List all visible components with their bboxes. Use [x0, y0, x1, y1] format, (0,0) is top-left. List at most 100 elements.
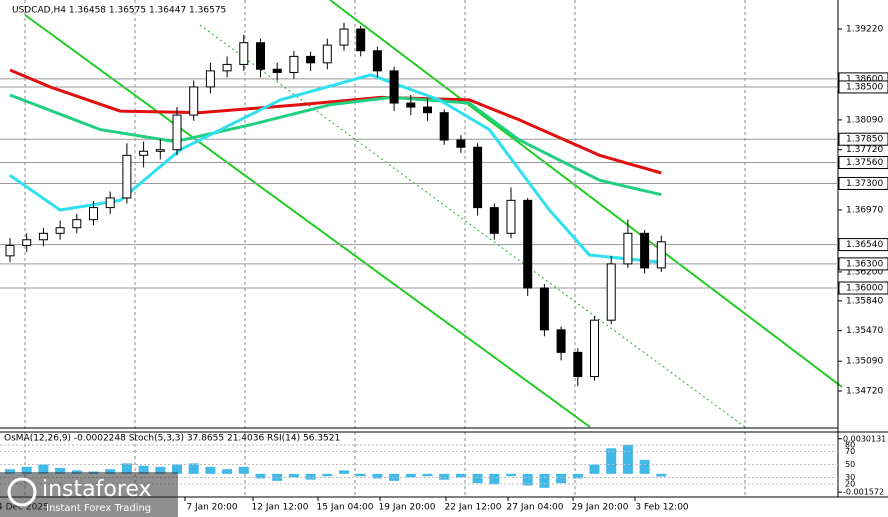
- osma-tick-label: -0.001572: [843, 488, 884, 497]
- candle-body: [389, 70, 399, 104]
- level-label: 1.36300: [846, 259, 883, 269]
- level-box: [838, 238, 888, 252]
- osma-bar: [21, 466, 32, 474]
- osma-bar: [172, 464, 182, 474]
- osc-tick-label: 70: [845, 447, 855, 456]
- y-tick-label: 1.36970: [846, 206, 883, 216]
- watermark: instaforex Instant Forex Trading: [0, 472, 178, 517]
- osma-bar: [422, 473, 433, 477]
- y-tick-label: 1.35090: [846, 357, 883, 367]
- candle-body: [139, 150, 149, 156]
- x-tick-label: 12 Jan 12:00: [252, 503, 309, 513]
- osma-bar: [222, 469, 233, 474]
- candle-body: [306, 55, 316, 64]
- moving-average: [9, 68, 662, 175]
- level-label: 1.38500: [846, 82, 883, 92]
- candle-body: [406, 102, 416, 108]
- candle-body: [38, 232, 48, 241]
- osma-bar: [155, 466, 166, 474]
- osma-bar: [105, 469, 116, 474]
- osma-bar: [656, 473, 667, 477]
- osc-tick-label: 30: [845, 473, 855, 482]
- candle-body: [656, 241, 666, 269]
- level-label: 1.36540: [846, 240, 883, 250]
- osma-bar: [188, 463, 199, 474]
- candle-body: [439, 112, 449, 141]
- osc-tick-label: 80: [845, 441, 855, 450]
- level-box: [838, 156, 888, 170]
- candle-body: [222, 63, 232, 72]
- level-label: 1.37850: [846, 135, 883, 145]
- x-tick-label: 19 Jan 20:00: [379, 503, 436, 513]
- watermark-box: [0, 472, 178, 517]
- candle-body: [122, 154, 132, 199]
- osma-bar: [539, 473, 550, 488]
- osma-bar: [355, 473, 366, 477]
- x-tick-label: 7 Jan 20:00: [186, 503, 238, 513]
- osma-bar: [556, 473, 567, 484]
- candle-body: [473, 146, 483, 209]
- candle-body: [640, 232, 650, 269]
- y-tick-label: 1.37720: [846, 145, 883, 155]
- candle-body: [372, 50, 382, 72]
- osma-tick-label: 0.0030131: [843, 434, 886, 443]
- candle-body: [272, 68, 282, 73]
- candle-body: [239, 42, 249, 65]
- osma-bar: [589, 464, 600, 474]
- osma-bar: [472, 473, 483, 484]
- level-box: [838, 132, 888, 146]
- candle-body: [423, 106, 432, 114]
- candle-body: [22, 239, 32, 246]
- osma-bar: [622, 444, 633, 474]
- osma-bar: [455, 473, 466, 478]
- watermark-tagline: Instant Forex Trading: [46, 503, 151, 514]
- candle-body: [606, 263, 616, 321]
- x-tick-label: 27 Jan 04:00: [507, 503, 564, 513]
- trend-channel: [24, 0, 843, 428]
- y-tick-label: 1.38090: [846, 115, 883, 125]
- y-tick-label: 1.35840: [846, 296, 883, 306]
- level-label: 1.37560: [846, 158, 883, 168]
- candle-body: [55, 227, 65, 234]
- osma-bar: [322, 473, 333, 477]
- candle-body: [289, 55, 299, 73]
- osma-bar: [205, 466, 216, 474]
- level-label: 1.36000: [846, 284, 883, 294]
- candle-body: [5, 244, 15, 257]
- candle-body: [322, 44, 332, 64]
- y-tick-label: 1.36200: [846, 267, 883, 277]
- chart-title: USDCAD,H4 1.36458 1.36575 1.36447 1.3657…: [12, 6, 226, 16]
- osma-bar: [38, 464, 49, 474]
- candle-body: [339, 28, 349, 46]
- candle-body: [556, 329, 566, 353]
- osma-bar: [372, 473, 383, 479]
- candle-body: [489, 207, 499, 234]
- candle-body: [172, 114, 182, 151]
- osma-bar: [405, 473, 416, 478]
- candle-body: [623, 232, 633, 265]
- x-tick-label: 3 Feb 12:00: [635, 503, 689, 513]
- osma-bar: [506, 473, 516, 477]
- indicator-label: OsMA(12,26,9) -0.0002248 Stoch(5,3,3) 37…: [4, 434, 340, 444]
- osma-bar: [389, 473, 400, 481]
- osma-bar: [489, 473, 500, 485]
- candle-body: [105, 197, 115, 209]
- candle-body: [456, 139, 466, 148]
- candle-body: [256, 42, 265, 70]
- moving-average: [9, 73, 662, 264]
- x-tick-label: 15 Jan 04:00: [317, 503, 374, 513]
- osc-tick-label: 50: [845, 460, 855, 469]
- candle-body: [205, 70, 215, 88]
- osma-bar: [288, 473, 299, 478]
- watermark-brand: instaforex: [42, 477, 152, 502]
- moving-average: [9, 93, 662, 197]
- candle-body: [506, 199, 516, 234]
- watermark-icon: [7, 477, 37, 507]
- level-label: 1.38600: [846, 74, 883, 84]
- candle-body: [590, 319, 599, 377]
- candle-body: [89, 207, 98, 221]
- candle-body: [72, 219, 82, 229]
- osma-bar: [121, 463, 132, 474]
- level-box: [838, 80, 888, 94]
